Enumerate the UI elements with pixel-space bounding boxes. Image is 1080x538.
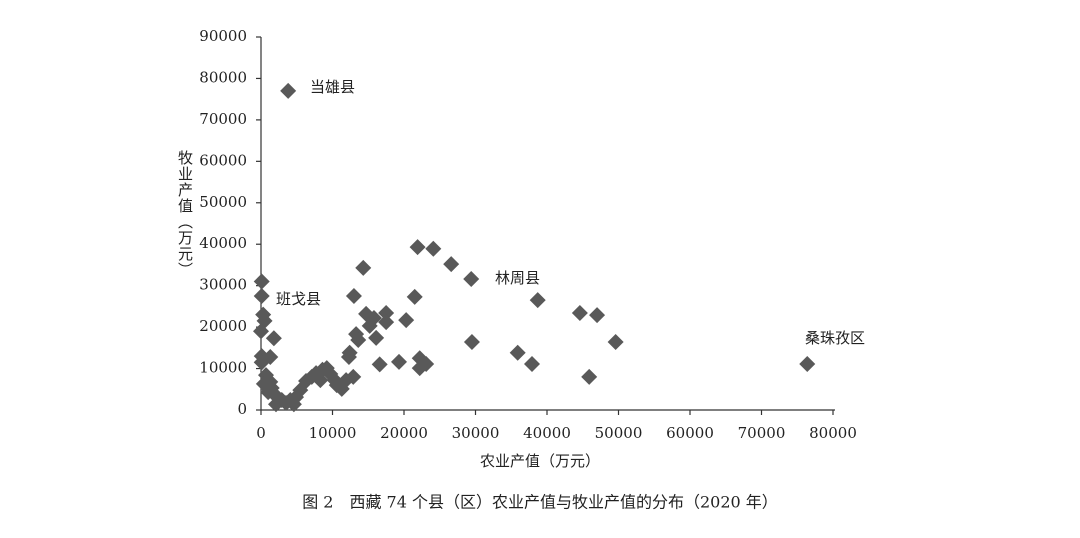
point	[365, 309, 382, 326]
chart-title: 图 2 西藏 74 个县（区）农业产值与牧业产值的分布（2020 年）	[302, 493, 778, 512]
point	[253, 288, 270, 305]
point	[255, 375, 272, 392]
point	[312, 372, 329, 389]
point	[463, 271, 480, 288]
x-axis-label: 农业产值（万元）	[480, 452, 600, 470]
point	[571, 305, 588, 322]
point	[280, 82, 297, 99]
x-tick-label: 70000	[738, 424, 786, 442]
point	[378, 305, 395, 322]
point	[409, 239, 426, 256]
annotation: 班戈县	[276, 290, 321, 308]
point	[581, 368, 598, 385]
point	[378, 314, 395, 331]
point	[398, 312, 415, 329]
point	[529, 292, 546, 309]
point	[350, 331, 367, 348]
y-tick-label: 70000	[199, 110, 247, 128]
x-tick-label: 50000	[595, 424, 643, 442]
point	[509, 344, 526, 361]
x-tick-label: 0	[256, 424, 266, 442]
point	[262, 348, 279, 365]
y-tick-label: 90000	[199, 27, 247, 45]
x-tick-label: 80000	[809, 424, 857, 442]
point	[607, 334, 624, 351]
point	[371, 356, 388, 373]
point	[418, 355, 435, 372]
y-tick-label: 20000	[199, 317, 247, 335]
x-tick-label: 20000	[380, 424, 428, 442]
y-axis-label: 牧业产值（万元）	[176, 150, 194, 278]
point	[523, 355, 540, 372]
point	[345, 368, 362, 385]
point	[799, 355, 816, 372]
y-tick-label: 60000	[199, 151, 247, 169]
point	[390, 353, 407, 370]
point	[406, 288, 423, 305]
point	[589, 307, 606, 324]
point	[425, 240, 442, 257]
x-tick-label: 10000	[309, 424, 357, 442]
y-tick-label: 0	[237, 400, 247, 418]
y-tick-label: 40000	[199, 234, 247, 252]
point	[268, 396, 285, 413]
point	[355, 259, 372, 276]
point	[265, 330, 282, 347]
y-tick-label: 30000	[199, 276, 247, 294]
annotation: 当雄县	[310, 78, 355, 96]
x-tick-label: 30000	[452, 424, 500, 442]
y-tick-label: 50000	[199, 193, 247, 211]
point	[345, 288, 362, 305]
point	[253, 323, 269, 340]
y-tick-label: 10000	[199, 359, 247, 377]
point	[341, 344, 358, 361]
annotation: 桑珠孜区	[805, 329, 865, 347]
point	[463, 334, 480, 351]
x-tick-label: 60000	[666, 424, 714, 442]
point	[368, 329, 385, 346]
y-tick-label: 80000	[199, 68, 247, 86]
point	[443, 256, 460, 273]
annotation: 林周县	[495, 269, 540, 287]
point	[253, 273, 270, 290]
x-tick-label: 40000	[523, 424, 571, 442]
